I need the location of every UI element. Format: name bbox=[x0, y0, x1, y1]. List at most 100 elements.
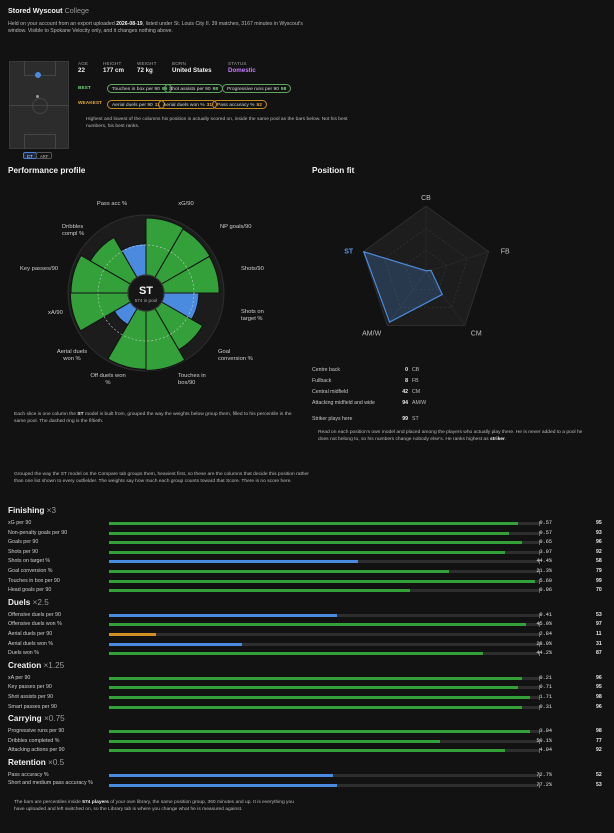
metric-label: Non-penalty goals per 90 bbox=[8, 529, 68, 536]
weakest-label: WEAKEST bbox=[78, 101, 102, 106]
chip-label: Progressive runs per 90 bbox=[227, 87, 279, 92]
metric-label: Dribbles completed % bbox=[8, 737, 60, 744]
group-name: Creation bbox=[8, 660, 42, 670]
polar-axis-label: Off duels won% bbox=[90, 373, 125, 386]
radar-grid bbox=[384, 228, 468, 308]
metric-bar bbox=[109, 550, 539, 554]
source-description: Held on your account from an export uplo… bbox=[8, 21, 303, 35]
best-chip[interactable]: Touches in box per 90 99 bbox=[107, 84, 173, 93]
metric-value: 0.06 bbox=[539, 587, 552, 594]
metric-percentile: 58 bbox=[596, 558, 602, 565]
metric-bar-fill bbox=[109, 579, 535, 583]
polar-axis-label: Shots on target % bbox=[241, 309, 264, 322]
metric-bar bbox=[109, 633, 539, 636]
fit-row-label: Central midfield bbox=[312, 389, 349, 395]
metric-bar bbox=[109, 705, 539, 709]
metric-bar bbox=[109, 774, 539, 777]
best-label: BEST bbox=[78, 86, 91, 91]
weakest-chip[interactable]: Pass accuracy % 52 bbox=[212, 100, 267, 109]
metric-bar-fill bbox=[109, 589, 410, 593]
best-chip[interactable]: Progressive runs per 90 98 bbox=[222, 84, 292, 93]
metric-percentile: 96 bbox=[596, 674, 602, 681]
performance-profile-title: Performance profile bbox=[8, 166, 86, 175]
position-pitch bbox=[9, 61, 69, 149]
bio-value-weight: 72 kg bbox=[137, 67, 153, 74]
metric-bar-fill bbox=[109, 633, 157, 636]
metric-label: xG per 90 bbox=[8, 520, 32, 526]
metric-percentile: 98 bbox=[596, 728, 602, 735]
metric-bar-fill bbox=[109, 696, 531, 699]
chip-rank: 11 bbox=[154, 103, 160, 108]
group-heading: Carrying ×0.75 bbox=[8, 714, 65, 723]
bar-end-tick bbox=[539, 569, 540, 574]
fit-row-score: 8 bbox=[405, 378, 408, 384]
bar-end-tick bbox=[539, 612, 540, 618]
best-weakest-note: Highest and lowest of the columns his po… bbox=[86, 117, 348, 129]
metric-bar-fill bbox=[109, 531, 509, 535]
group-weight: ×3 bbox=[46, 506, 57, 515]
group-name: Retention bbox=[8, 758, 46, 767]
pitch-button-ct[interactable]: CT bbox=[23, 152, 37, 159]
metric-value: 0.57 bbox=[539, 529, 552, 536]
weakest-chip[interactable]: Aerial duels per 90 11 bbox=[107, 100, 165, 109]
metric-value: 44.4% bbox=[536, 558, 552, 565]
metric-bar-fill bbox=[109, 676, 522, 680]
bar-end-tick bbox=[539, 559, 540, 565]
fit-row-label: Attacking midfield and wide bbox=[312, 400, 375, 406]
metric-bar-fill bbox=[109, 686, 518, 690]
bio-value-status: Domestic bbox=[228, 67, 256, 74]
metric-label: Shot assists per 90 bbox=[8, 694, 54, 700]
metric-bar-fill bbox=[109, 739, 441, 743]
radar-axis-label: AM/W bbox=[362, 330, 381, 337]
source-title: Stored Wyscout bbox=[8, 6, 63, 15]
metric-bar bbox=[109, 589, 539, 593]
best-chip[interactable]: Shot assists per 90 98 bbox=[164, 84, 224, 93]
position-fit-radar: CB FB CM AM/W ST bbox=[344, 195, 510, 337]
chip-label: Touches in box per 90 bbox=[112, 87, 160, 92]
chip-rank: 31 bbox=[206, 103, 213, 108]
metric-bar bbox=[109, 686, 539, 690]
metric-value: 21.3% bbox=[536, 568, 552, 574]
metric-value: 1.71 bbox=[539, 694, 552, 700]
pitch-button-arf[interactable]: ARF bbox=[36, 152, 53, 159]
group-heading: Finishing ×3 bbox=[8, 506, 56, 515]
polar-center bbox=[127, 274, 165, 312]
metric-percentile: 95 bbox=[596, 684, 602, 691]
fit-row-score: 99 bbox=[402, 416, 408, 422]
polar-axis-label: Key passes/90 bbox=[20, 266, 58, 272]
group-name: Carrying bbox=[8, 714, 42, 724]
metric-percentile: 53 bbox=[596, 781, 602, 788]
metric-label: Goals per 90 bbox=[8, 539, 39, 546]
metric-value: 0.65 bbox=[539, 539, 552, 546]
fit-row-score: 94 bbox=[402, 400, 408, 406]
metric-bar-fill bbox=[109, 783, 337, 787]
metric-percentile: 92 bbox=[596, 747, 602, 754]
bio-label: STATUS bbox=[228, 61, 247, 66]
metric-percentile: 98 bbox=[596, 694, 602, 700]
weakest-chip[interactable]: Aerial duels won % 31 bbox=[158, 100, 218, 109]
metric-label: Progressive runs per 90 bbox=[8, 728, 65, 735]
metric-label: Pass accuracy % bbox=[8, 772, 49, 778]
bar-end-tick bbox=[539, 521, 540, 526]
metric-bar-fill bbox=[109, 570, 449, 573]
footer-note: The bars are percentiles inside 574 play… bbox=[14, 800, 294, 812]
metric-bar-fill bbox=[109, 550, 505, 554]
fit-row-code: CM bbox=[412, 389, 421, 395]
radar-axis-label: CM bbox=[471, 330, 482, 337]
metric-bar bbox=[109, 613, 539, 617]
group-heading: Duels ×2.5 bbox=[8, 598, 49, 607]
bar-end-tick bbox=[539, 578, 540, 584]
metric-bar-fill bbox=[109, 560, 359, 564]
metric-label: Attacking actions per 90 bbox=[8, 747, 65, 754]
metric-value: 45.9% bbox=[536, 621, 552, 628]
bar-end-tick bbox=[539, 695, 540, 700]
metric-bar-fill bbox=[109, 613, 337, 617]
chip-label: Pass accuracy % bbox=[217, 103, 255, 108]
metric-bar bbox=[109, 522, 539, 525]
metric-value: 59.1% bbox=[536, 737, 552, 744]
bio-label: HEIGHT bbox=[103, 61, 122, 66]
fit-row-label: Fullback bbox=[312, 378, 332, 384]
polar-axis-label: Aerial duels won % bbox=[57, 349, 87, 362]
fit-row-code: CB bbox=[412, 367, 420, 373]
polar-axis-label: Goal conversion % bbox=[218, 349, 253, 362]
